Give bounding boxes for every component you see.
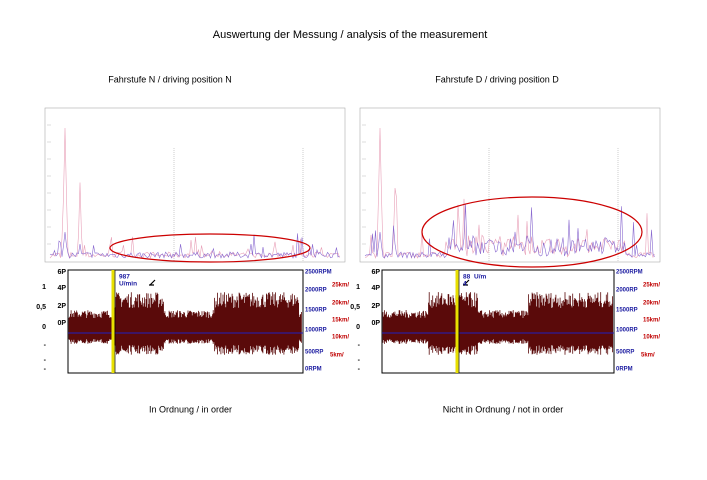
speed-axis-label: 15km/ — [332, 318, 349, 324]
panel-heading: Fahrstufe D / driving position D — [435, 74, 559, 84]
rpm-axis-label: 0RPM — [616, 367, 633, 373]
outer-axis-label: - — [44, 357, 47, 364]
speed-axis-label: 25km/ — [332, 283, 349, 289]
inner-axis-label: 2P — [371, 303, 380, 310]
outer-axis-label: - — [358, 366, 361, 373]
inner-axis-label: 0P — [371, 320, 380, 327]
rpm-axis-label: 500RP — [305, 350, 323, 356]
outer-axis-label: 0,5 — [36, 304, 46, 311]
rpm-annotation: U/min — [119, 281, 137, 288]
rpm-axis-label: 1000RP — [305, 328, 327, 334]
outer-axis-label: - — [44, 366, 47, 373]
panel-caption: Nicht in Ordnung / not in order — [443, 404, 564, 414]
speed-axis-label: 20km/ — [332, 301, 349, 307]
rpm-annotation: U/m — [474, 274, 487, 281]
rpm-annotation: 88 — [463, 274, 471, 281]
rpm-axis-label: 2500RPM — [616, 270, 643, 276]
rpm-axis-label: 2000RP — [305, 288, 327, 294]
inner-axis-label: 4P — [57, 285, 66, 292]
rpm-axis-label: 1500RP — [616, 308, 638, 314]
page-title: Auswertung der Messung / analysis of the… — [213, 29, 488, 41]
outer-axis-label: - — [358, 342, 361, 349]
outer-axis-label: 1 — [356, 284, 360, 291]
highlight-ellipse — [421, 196, 643, 268]
rpm-annotation: 4 — [463, 281, 467, 288]
highlight-ellipse — [109, 233, 311, 263]
speed-axis-label: 25km/ — [643, 283, 660, 289]
outer-axis-label: - — [44, 342, 47, 349]
spectrum-frame — [44, 107, 346, 263]
spectrum-trace — [364, 203, 655, 259]
speed-axis-label: 10km/ — [332, 335, 349, 341]
speed-axis-label: 20km/ — [643, 301, 660, 307]
rpm-axis-label: 0RPM — [305, 367, 322, 373]
outer-axis-label: 1 — [42, 284, 46, 291]
pen-icon — [463, 279, 470, 286]
outer-axis-label: 0 — [42, 324, 46, 331]
rpm-axis-label: 500RP — [616, 350, 634, 356]
speed-axis-label: 5km/ — [330, 353, 344, 359]
rpm-axis-label: 2500RPM — [305, 270, 332, 276]
inner-axis-label: 6P — [371, 269, 380, 276]
rpm-annotation: 987 — [119, 274, 130, 281]
inner-axis-label: 4P — [371, 285, 380, 292]
rpm-axis-label: 1000RP — [616, 328, 638, 334]
outer-axis-label: 0,5 — [350, 304, 360, 311]
inner-axis-label: 0P — [57, 320, 66, 327]
panel-heading: Fahrstufe N / driving position N — [108, 74, 232, 84]
speed-axis-label: 15km/ — [643, 318, 660, 324]
outer-axis-label: 0 — [356, 324, 360, 331]
rpm-axis-label: 1500RP — [305, 308, 327, 314]
panel-caption: In Ordnung / in order — [149, 404, 232, 414]
spectrum-frame — [359, 107, 661, 263]
pen-icon — [149, 279, 156, 286]
outer-axis-label: - — [358, 357, 361, 364]
speed-axis-label: 10km/ — [643, 335, 660, 341]
signal-trace — [68, 292, 302, 355]
rpm-axis-label: 2000RP — [616, 288, 638, 294]
spectrum-trace — [49, 231, 340, 259]
inner-axis-label: 2P — [57, 303, 66, 310]
speed-axis-label: 5km/ — [641, 353, 655, 359]
inner-axis-label: 6P — [57, 269, 66, 276]
